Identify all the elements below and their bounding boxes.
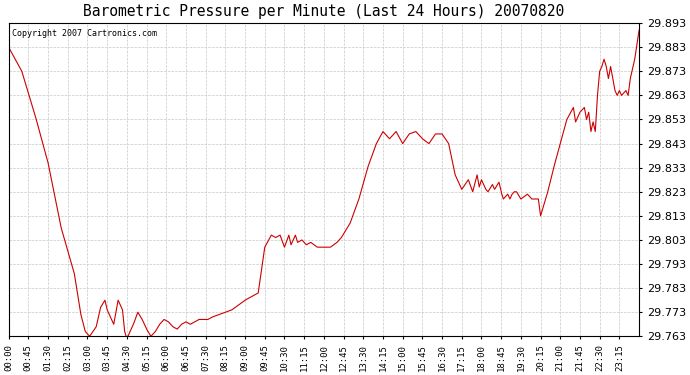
Text: Copyright 2007 Cartronics.com: Copyright 2007 Cartronics.com xyxy=(12,29,157,38)
Title: Barometric Pressure per Minute (Last 24 Hours) 20070820: Barometric Pressure per Minute (Last 24 … xyxy=(83,4,564,19)
